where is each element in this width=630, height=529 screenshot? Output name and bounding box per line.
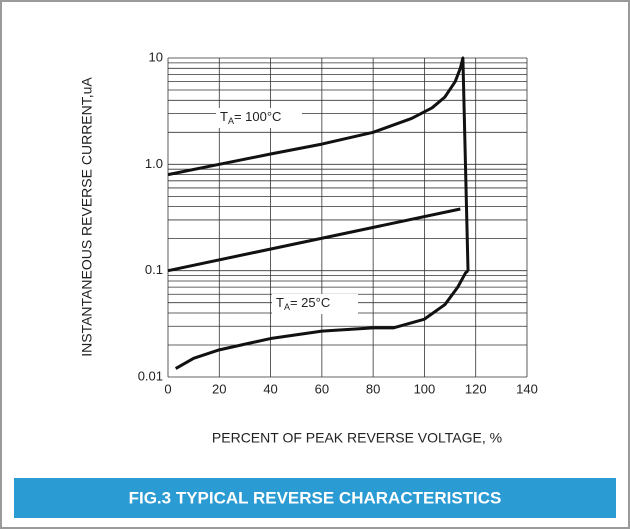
x-tick-label: 100 (414, 381, 436, 396)
y-axis-label: INSTANTANEOUS REVERSE CURRENT,uA (79, 77, 95, 357)
series-line (167, 207, 461, 273)
x-axis-label: PERCENT OF PEAK REVERSE VOLTAGE, % (212, 430, 502, 446)
caption-band (14, 478, 616, 518)
annotation-sub: A (284, 302, 290, 312)
x-tick-label: 80 (366, 381, 380, 396)
x-tick-label: 60 (315, 381, 329, 396)
annotation-box (216, 108, 302, 128)
annotation-rest: = 100°C (234, 109, 281, 124)
y-tick-label: 0.01 (138, 368, 163, 383)
annotation-sub: A (228, 116, 234, 126)
y-tick-label: 10 (149, 49, 163, 64)
series-line (167, 56, 470, 271)
annotation-text: T (220, 109, 228, 124)
annotation: TA= 100°C (220, 109, 281, 126)
x-tick-label: 20 (212, 381, 226, 396)
series-line (174, 269, 470, 370)
annotation-box (272, 294, 358, 314)
y-tick-label: 1.0 (145, 156, 163, 171)
x-tick-label: 140 (516, 381, 538, 396)
x-tick-label: 40 (263, 381, 277, 396)
annotation-text: T (276, 295, 284, 310)
x-tick-label: 120 (465, 381, 487, 396)
annotation-rest: = 25°C (290, 295, 330, 310)
x-tick-label: 0 (164, 381, 171, 396)
y-tick-label: 0.1 (145, 262, 163, 277)
caption: FIG.3 TYPICAL REVERSE CHARACTERISTICS (129, 488, 502, 507)
annotation: TA= 25°C (276, 295, 330, 312)
